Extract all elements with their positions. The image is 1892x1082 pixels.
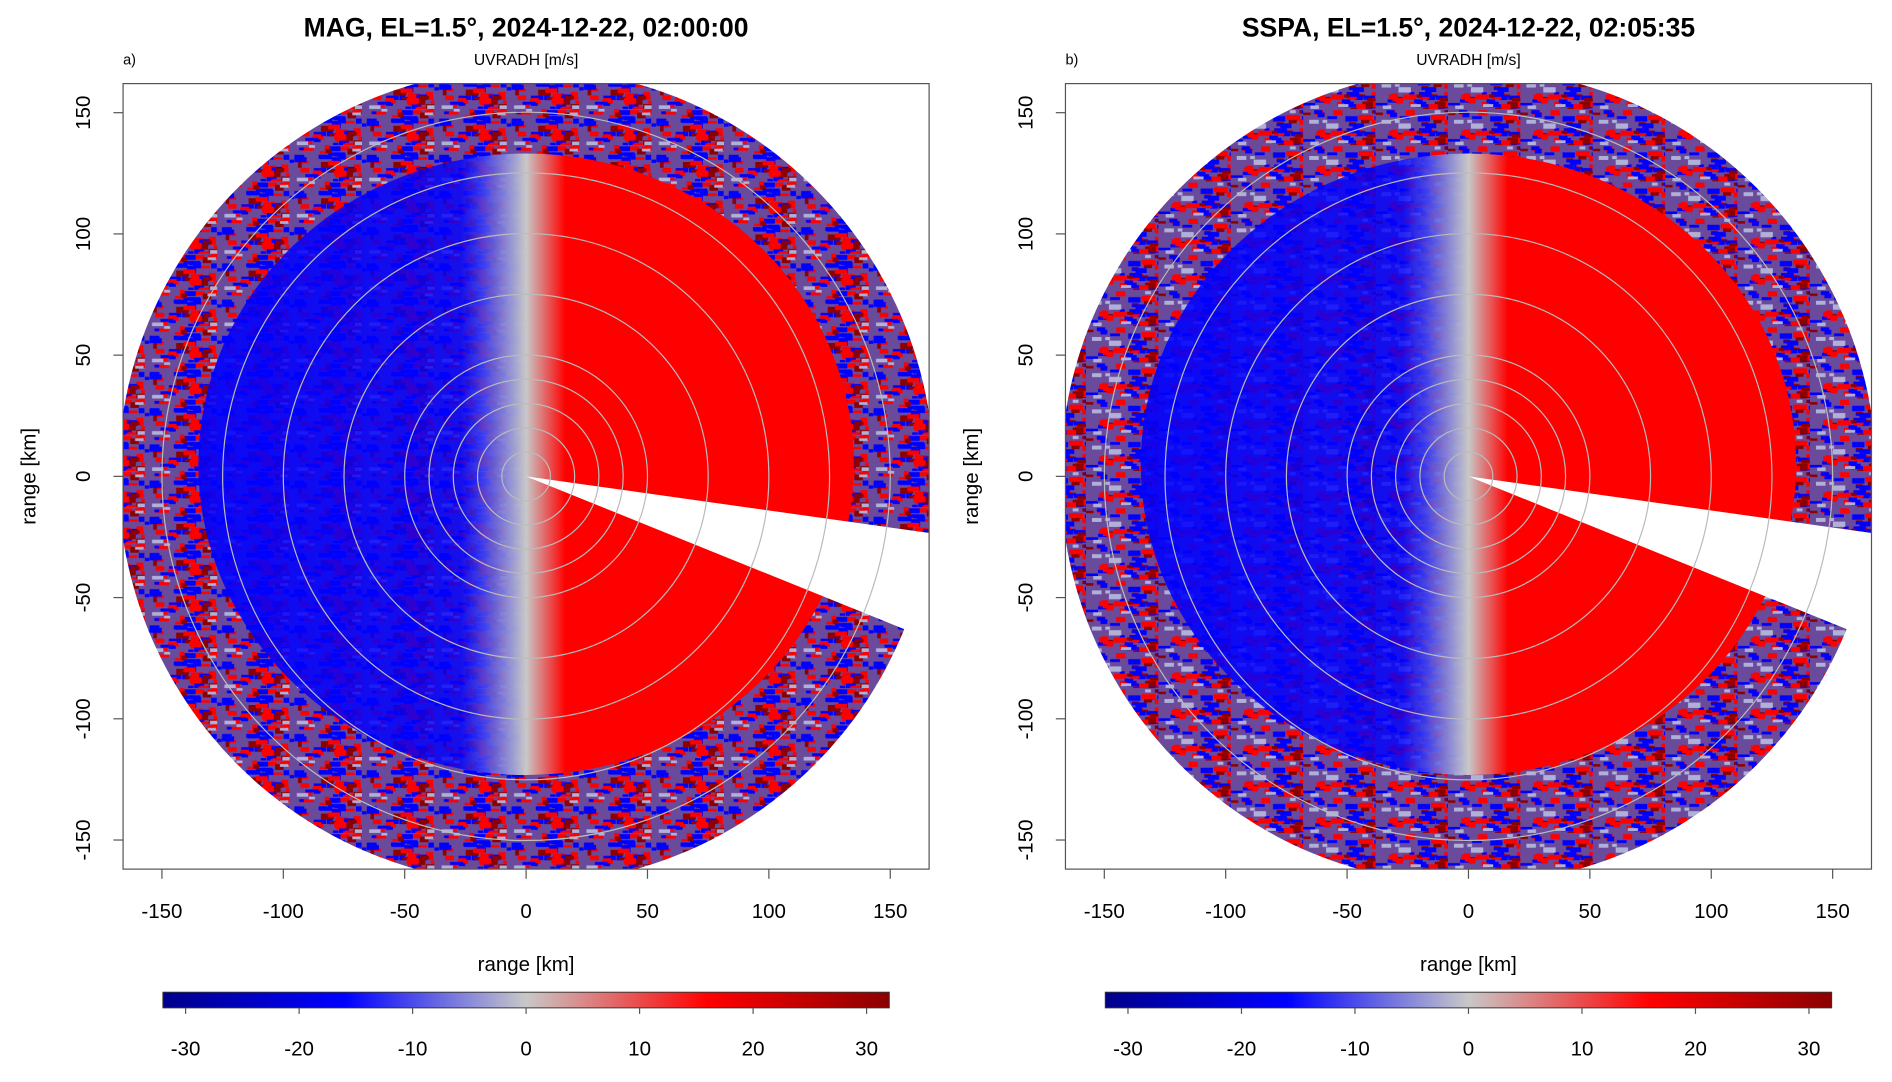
range-ring xyxy=(452,402,600,550)
y-tick-label: 150 xyxy=(72,96,95,130)
y-tick-label: 150 xyxy=(1014,96,1037,130)
subtitle: UVRADH [m/s] xyxy=(1416,52,1520,69)
y-tick-label: 0 xyxy=(72,471,95,482)
range-ring xyxy=(1419,427,1518,526)
colorbar-tick-label: 30 xyxy=(855,1038,878,1061)
x-tick-label: 100 xyxy=(752,900,786,923)
range-ring xyxy=(1225,232,1712,720)
y-tick-label: -150 xyxy=(72,820,95,861)
range-ring xyxy=(222,172,831,781)
y-tick-label: -50 xyxy=(1014,583,1037,613)
y-tick-label: -50 xyxy=(72,583,95,613)
y-tick-label: -100 xyxy=(1014,698,1037,739)
colorbar-tick-label: -30 xyxy=(171,1038,201,1061)
x-tick-label: 150 xyxy=(1816,900,1850,923)
colorbar-tick-label: -10 xyxy=(1340,1038,1370,1061)
range-ring xyxy=(1285,293,1652,660)
colorbar-tick-label: -10 xyxy=(398,1038,428,1061)
colorbar-tick-label: -20 xyxy=(1227,1038,1257,1061)
colorbar-tick-label: -20 xyxy=(284,1038,314,1061)
y-tick-label: 100 xyxy=(72,217,95,251)
range-ring xyxy=(343,293,709,660)
range-ring xyxy=(476,427,576,526)
x-tick-label: -150 xyxy=(141,900,182,923)
y-tick-label: 100 xyxy=(1014,217,1037,251)
y-tick-label: 50 xyxy=(72,344,95,367)
colorbar-tick-label: 20 xyxy=(742,1038,765,1061)
range-ring xyxy=(161,111,891,842)
x-tick-label: 0 xyxy=(1463,900,1474,923)
chart-title: SSPA, EL=1.5°, 2024-12-22, 02:05:35 xyxy=(1242,12,1696,42)
radar-image xyxy=(123,83,930,870)
x-tick-label: -100 xyxy=(263,900,304,923)
x-tick-label: -150 xyxy=(1084,900,1125,923)
x-tick-label: 150 xyxy=(873,900,907,923)
colorbar-tick-label: 30 xyxy=(1798,1038,1821,1061)
colorbar-tick-label: 0 xyxy=(1463,1038,1474,1061)
range-ring xyxy=(501,451,551,502)
range-ring xyxy=(1370,378,1567,575)
x-tick-label: 100 xyxy=(1694,900,1728,923)
range-ring xyxy=(1395,402,1542,550)
panel-label: b) xyxy=(1065,53,1078,69)
y-axis-label: range [km] xyxy=(960,428,983,525)
colorbar xyxy=(1104,991,1833,1009)
y-tick-label: 50 xyxy=(1014,344,1037,367)
subtitle: UVRADH [m/s] xyxy=(474,52,578,69)
range-ring xyxy=(1103,111,1834,842)
range-ring xyxy=(282,232,770,720)
velocity-field xyxy=(198,153,854,776)
y-axis-label: range [km] xyxy=(18,428,41,525)
velocity-field xyxy=(1140,153,1797,776)
colorbar-tick-label: -30 xyxy=(1113,1038,1143,1061)
y-tick-label: 0 xyxy=(1014,471,1037,482)
radar-image xyxy=(1065,83,1872,870)
colorbar-tick-label: 10 xyxy=(1571,1038,1594,1061)
range-ring xyxy=(1346,354,1591,599)
x-tick-label: 50 xyxy=(1578,900,1601,923)
x-tick-label: 0 xyxy=(520,900,531,923)
colorbar-tick-label: 20 xyxy=(1684,1038,1707,1061)
x-tick-label: -50 xyxy=(390,900,420,923)
colorbar-tick-label: 0 xyxy=(520,1038,531,1061)
range-ring xyxy=(1443,451,1494,502)
x-tick-label: 50 xyxy=(636,900,659,923)
panel-label: a) xyxy=(123,53,136,69)
chart-title: MAG, EL=1.5°, 2024-12-22, 02:00:00 xyxy=(304,12,749,42)
range-ring xyxy=(428,378,624,575)
x-axis-label: range [km] xyxy=(478,953,575,976)
x-axis-label: range [km] xyxy=(1420,953,1517,976)
colorbar xyxy=(162,991,890,1009)
x-tick-label: -50 xyxy=(1332,900,1362,923)
y-tick-label: -100 xyxy=(72,698,95,739)
y-tick-label: -150 xyxy=(1014,820,1037,861)
colorbar-tick-label: 10 xyxy=(628,1038,651,1061)
range-ring xyxy=(404,354,649,599)
range-ring xyxy=(1164,172,1773,781)
x-tick-label: -100 xyxy=(1205,900,1246,923)
